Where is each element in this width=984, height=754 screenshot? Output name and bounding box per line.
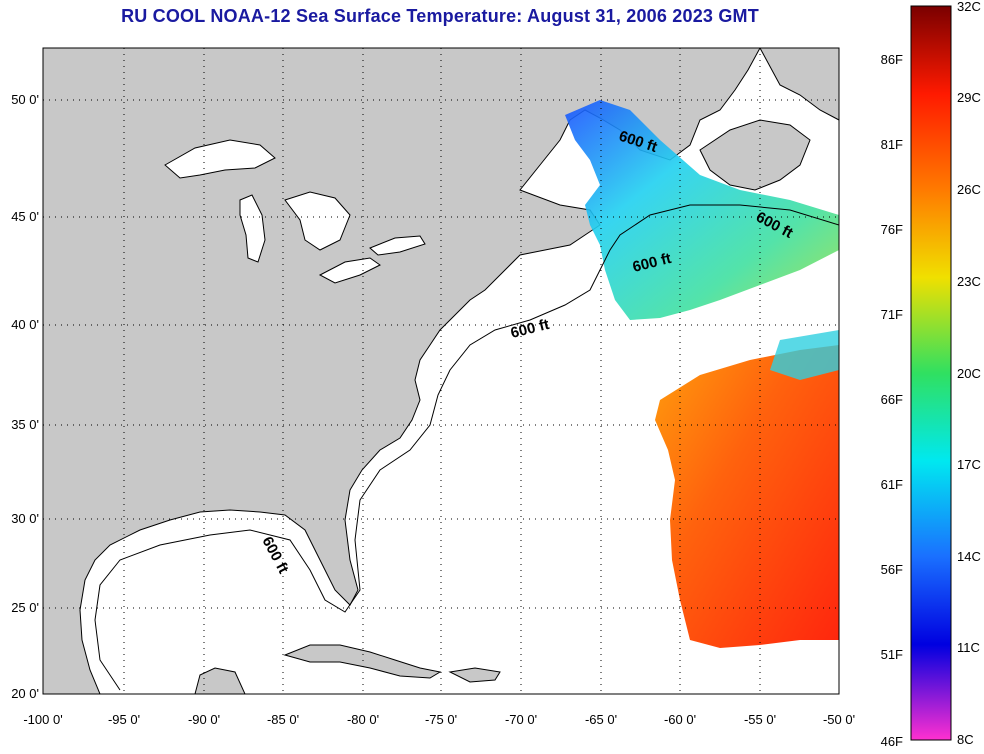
lon-tick-label: -55 0' xyxy=(744,712,776,727)
lat-axis: 50 0' 45 0' 40 0' 35 0' 30 0' 25 0' 20 0… xyxy=(11,92,39,701)
lat-tick-label: 35 0' xyxy=(11,417,39,432)
land-hispaniola xyxy=(448,667,501,683)
lon-tick-label: -60 0' xyxy=(664,712,696,727)
colorbar-f-label: 66F xyxy=(881,392,903,407)
lat-tick-label: 20 0' xyxy=(11,686,39,701)
sst-mid-region xyxy=(770,330,839,380)
lon-axis: -100 0' -95 0' -90 0' -85 0' -80 0' -75 … xyxy=(23,712,855,727)
lon-tick-label: -100 0' xyxy=(23,712,62,727)
colorbar-f-label: 76F xyxy=(881,222,903,237)
colorbar-f-label: 71F xyxy=(881,307,903,322)
lake-huron xyxy=(284,191,351,251)
grid-lines xyxy=(43,48,839,694)
colorbar-c-label: 29C xyxy=(957,90,981,105)
colorbar-c-label: 20C xyxy=(957,366,981,381)
colorbar-c-label: 8C xyxy=(957,732,974,747)
contour-600ft xyxy=(94,204,839,691)
lat-tick-label: 45 0' xyxy=(11,209,39,224)
land-newfoundland xyxy=(699,119,811,191)
lat-tick-label: 25 0' xyxy=(11,600,39,615)
colorbar-f-label: 56F xyxy=(881,562,903,577)
colorbar-gradient xyxy=(910,5,952,741)
color-scale: 86F 81F 76F 71F 66F 61F 56F 51F 46F 32C … xyxy=(881,0,981,749)
map-title: RU COOL NOAA-12 Sea Surface Temperature:… xyxy=(121,6,759,26)
lon-tick-label: -65 0' xyxy=(585,712,617,727)
lon-tick-label: -85 0' xyxy=(267,712,299,727)
colorbar-c-label: 23C xyxy=(957,274,981,289)
colorbar-c-label: 26C xyxy=(957,182,981,197)
sst-cool-region xyxy=(565,100,839,320)
colorbar-f-label: 61F xyxy=(881,477,903,492)
colorbar-c-label: 11C xyxy=(957,640,980,655)
colorbar-c-label: 17C xyxy=(957,457,981,472)
lake-superior xyxy=(164,139,276,179)
lon-tick-label: -50 0' xyxy=(823,712,855,727)
lake-ontario xyxy=(369,235,426,256)
sst-warm-region xyxy=(655,345,839,648)
land-yucatan xyxy=(194,667,246,694)
lon-tick-label: -95 0' xyxy=(108,712,140,727)
lon-tick-label: -90 0' xyxy=(188,712,220,727)
colorbar-c-label: 14C xyxy=(957,549,981,564)
lat-tick-label: 30 0' xyxy=(11,511,39,526)
lon-tick-label: -80 0' xyxy=(347,712,379,727)
lon-tick-label: -75 0' xyxy=(425,712,457,727)
lat-tick-label: 50 0' xyxy=(11,92,39,107)
colorbar-f-label: 81F xyxy=(881,137,903,152)
lat-tick-label: 40 0' xyxy=(11,317,39,332)
colorbar-f-label: 51F xyxy=(881,647,903,662)
lake-erie xyxy=(318,257,381,284)
colorbar-f-label: 86F xyxy=(881,52,903,67)
colorbar-c-label: 32C xyxy=(957,0,981,14)
lon-tick-label: -70 0' xyxy=(505,712,537,727)
land-labrador xyxy=(759,48,839,121)
colorbar-f-label: 46F xyxy=(881,734,903,749)
lake-michigan xyxy=(239,194,266,263)
land-cuba xyxy=(283,644,442,679)
map-border xyxy=(42,47,840,695)
